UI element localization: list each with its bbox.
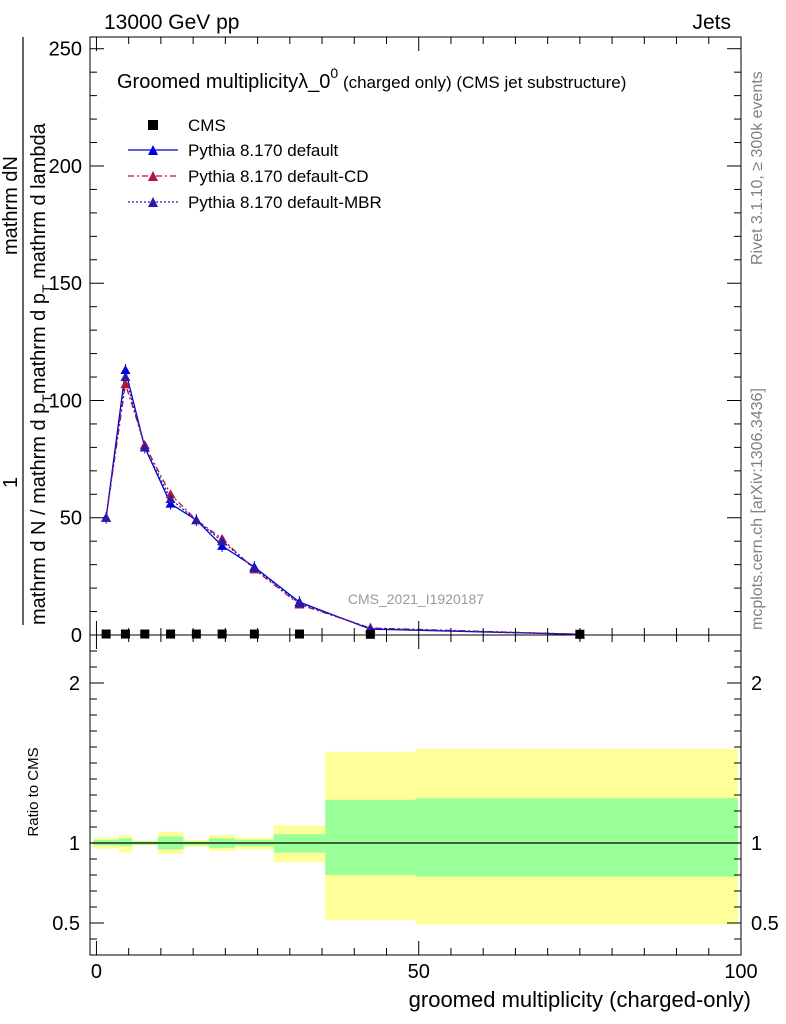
cms-data-point (249, 629, 259, 639)
legend-marker-triangle (148, 171, 158, 181)
series-point (217, 536, 228, 546)
energy-label: 13000 GeV pp (104, 11, 239, 34)
series-point (165, 498, 176, 508)
plot-title-superscript: 0 (330, 65, 338, 81)
series-point (217, 540, 228, 550)
y-tick-label: 100 (49, 390, 82, 412)
series-point (249, 563, 260, 573)
ratio-band-green (415, 798, 738, 877)
series-point (191, 515, 202, 525)
ratio-axes: 0.5 0.5 1 1 2 2 0 50 100 (52, 635, 779, 983)
series-point (120, 379, 131, 389)
series-line (105, 369, 580, 635)
legend-label: Pythia 8.170 default-CD (188, 167, 369, 186)
ratio-tick-label-right: 0.5 (751, 913, 779, 935)
legend-label: Pythia 8.170 default-MBR (188, 193, 382, 212)
series-point (294, 598, 305, 608)
cms-data-point (120, 629, 130, 639)
main-ylabel: 1 mathrm d N / mathrm d pTmathrm d pT ma… (0, 37, 55, 625)
series-point (165, 489, 176, 499)
y-tick-label: 0 (71, 625, 82, 647)
series-point (165, 493, 176, 503)
cms-data-point (365, 629, 375, 639)
ratio-tick-label-right: 1 (751, 833, 762, 855)
cms-data-point (101, 629, 111, 639)
plot-title-rest: (charged only) (CMS jet substructure) (338, 73, 626, 92)
cms-data-point (166, 629, 176, 639)
y-tick-label: 200 (49, 156, 82, 178)
ylabel-numerator: 1 (0, 477, 22, 488)
mcplots-reference-text: mcplots.cern.ch [arXiv:1306.3436] (749, 388, 766, 630)
x-tick-label: 50 (408, 961, 430, 983)
ratio-tick-label: 0.5 (52, 913, 80, 935)
main-axes: 0 50 100 150 200 250 (49, 37, 742, 647)
plot-title: Groomed multiplicityλ_00 (charged only) … (117, 65, 626, 93)
x-tick-label: 100 (724, 961, 757, 983)
legend-marker-square (148, 120, 158, 130)
legend-label: CMS (188, 116, 226, 135)
category-label: Jets (692, 11, 731, 34)
cms-data-point (191, 629, 201, 639)
series-line (105, 383, 580, 635)
series-line (105, 376, 580, 635)
ylabel-inner-numerator: mathrm dN (0, 156, 22, 255)
legend-entry: Pythia 8.170 default-MBR (128, 193, 382, 212)
ratio-plot-area (90, 748, 741, 925)
y-tick-label: 50 (60, 508, 82, 530)
plot-title-main: Groomed multiplicityλ_0 (117, 71, 330, 93)
legend: CMS Pythia 8.170 default Pythia 8.170 defa… (128, 116, 382, 212)
legend-entry: CMS (148, 116, 226, 135)
rivet-version-text: Rivet 3.1.10, ≥ 300k events (749, 71, 766, 265)
ratio-tick-label: 1 (69, 833, 80, 855)
series-point (120, 372, 131, 382)
analysis-watermark: CMS_2021_I1920187 (348, 591, 484, 607)
series-point (139, 442, 150, 452)
legend-marker-triangle (148, 145, 158, 155)
y-tick-label: 250 (49, 39, 82, 61)
legend-marker-triangle (148, 197, 158, 207)
legend-entry: Pythia 8.170 default (128, 141, 339, 160)
legend-label: Pythia 8.170 default (188, 141, 339, 160)
y-tick-label: 150 (49, 273, 82, 295)
ratio-band-green (325, 799, 416, 875)
ratio-tick-label-right: 2 (751, 673, 762, 695)
series-point (101, 512, 112, 522)
x-tick-label: 0 (91, 961, 102, 983)
cms-data-point (140, 629, 150, 639)
series-point (120, 365, 131, 375)
legend-entry: Pythia 8.170 default-CD (128, 167, 369, 186)
ylabel-denominator: mathrm d N / mathrm d pTmathrm d pT math… (28, 122, 55, 625)
ratio-band-green (119, 838, 132, 847)
cms-data-point (294, 629, 304, 639)
x-axis-label: groomed multiplicity (charged-only) (409, 987, 751, 1012)
ratio-ylabel: Ratio to CMS (25, 747, 42, 836)
ratio-tick-label: 2 (69, 673, 80, 695)
cms-data-point (217, 629, 227, 639)
main-plot-area (101, 364, 585, 641)
